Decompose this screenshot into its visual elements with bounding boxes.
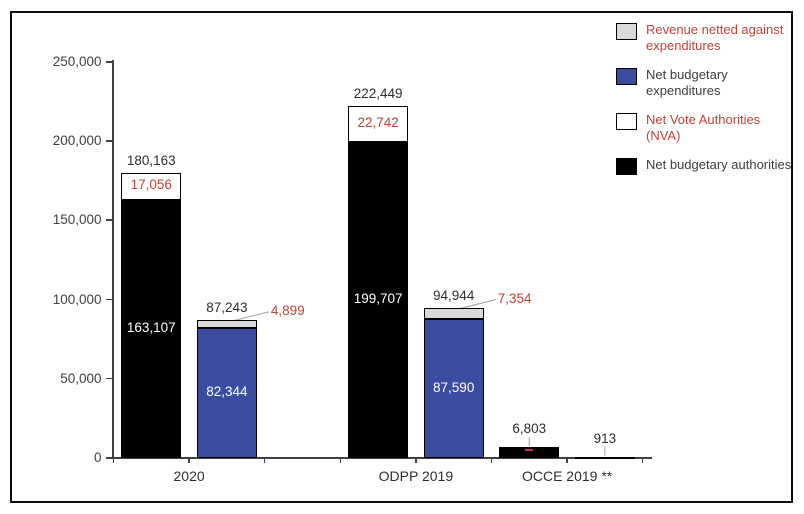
legend: Revenue netted against expenditures Net … (616, 22, 792, 188)
x-axis-category-label: 2020 (173, 468, 205, 484)
legend-label-revenue-netted: Revenue netted against expenditures (646, 22, 784, 53)
bar-segment-revenue (423, 307, 484, 320)
bar-total-label: 180,163 (126, 152, 176, 168)
y-axis-line (112, 60, 114, 459)
bar-segment-expenditures (196, 327, 257, 458)
x-axis-category-label: ODPP 2019 (378, 468, 454, 484)
legend-swatch-revenue-netted (616, 23, 637, 40)
x-axis-line (112, 457, 652, 459)
legend-item-net-budgetary-authorities: Net budgetary authorities (616, 157, 792, 175)
x-axis-tick (415, 458, 417, 463)
y-axis-tick (105, 61, 113, 63)
bar-total-label: 94,944 (433, 287, 475, 303)
bar-segment-nva (121, 172, 182, 200)
y-axis-tick-label: 0 (93, 450, 102, 465)
legend-label-net-budgetary-authorities: Net budgetary authorities (646, 157, 792, 172)
legend-item-revenue-netted: Revenue netted against expenditures (616, 22, 792, 54)
legend-item-net-vote-authorities: Net Vote Authorities (NVA) (616, 112, 792, 144)
legend-label-net-budgetary-expenditures: Net budgetary expenditures (646, 67, 728, 98)
x-axis-tick (263, 458, 266, 463)
legend-swatch-net-budgetary-expenditures (616, 68, 637, 85)
x-axis-tick (641, 458, 644, 463)
legend-swatch-net-budgetary-authorities (616, 158, 637, 175)
bar-segment-value-label: 163,107 (126, 319, 176, 335)
bar-segment-authorities (348, 141, 409, 458)
legend-label-net-vote-authorities: Net Vote Authorities (NVA) (646, 112, 761, 143)
y-axis-tick (105, 219, 113, 221)
legend-swatch-net-vote-authorities (616, 113, 637, 130)
bar-segment-expenditures (574, 456, 635, 459)
y-axis-tick-label: 250,000 (52, 54, 102, 69)
bar-segment-expenditures (423, 319, 484, 458)
y-axis-tick-label: 150,000 (52, 212, 102, 228)
tiny-red-marker (525, 448, 534, 451)
x-axis-tick (339, 458, 342, 463)
bar-segment-value-label: 82,344 (206, 383, 248, 399)
bar-total-label: 6,803 (512, 421, 547, 437)
y-axis-tick (105, 457, 113, 459)
bar-segment-value-label: 199,707 (353, 290, 403, 306)
y-axis-tick-label: 100,000 (52, 291, 102, 307)
bar-segment-callout-label: 4,899 (270, 302, 305, 318)
y-axis-tick (105, 298, 113, 301)
y-axis-tick (105, 377, 113, 380)
x-axis-category-label: OCCE 2019 ** (521, 468, 613, 484)
x-axis-tick (188, 458, 190, 463)
bar-segment-nva (348, 105, 409, 142)
bar-segment-value-label: 87,590 (433, 379, 475, 395)
bar-segment-revenue (196, 319, 257, 328)
bar-segment-value-label: 17,056 (130, 177, 172, 193)
bar-total-label: 913 (593, 430, 617, 446)
y-axis-tick-label: 200,000 (52, 133, 102, 149)
x-axis-tick (112, 458, 115, 463)
x-axis-tick (490, 458, 493, 463)
bar-total-label: 222,449 (353, 85, 403, 101)
y-axis-tick-label: 50,000 (60, 370, 102, 386)
bar-segment-authorities (499, 447, 560, 458)
legend-item-net-budgetary-expenditures: Net budgetary expenditures (616, 67, 792, 99)
bar-segment-authorities (121, 199, 182, 458)
bar-segment-callout-label: 7,354 (497, 290, 532, 306)
bar-segment-value-label: 22,742 (357, 114, 399, 130)
y-axis-tick (105, 140, 113, 142)
figure-border (10, 11, 793, 503)
bar-total-label: 87,243 (206, 299, 248, 315)
x-axis-tick (566, 458, 568, 463)
